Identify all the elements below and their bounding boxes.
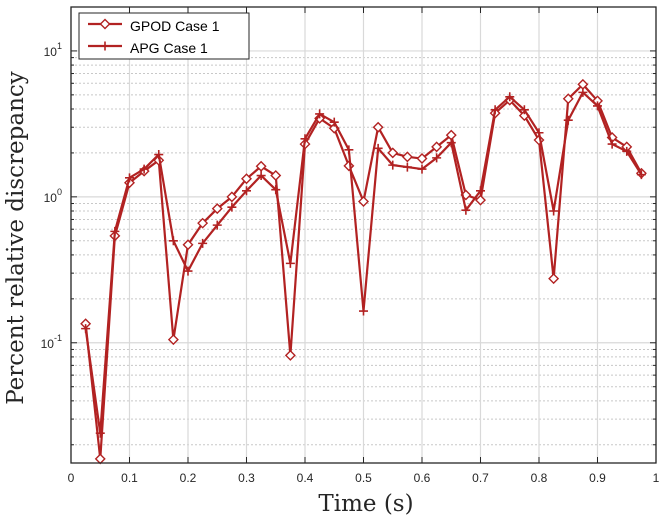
plus-marker: [505, 92, 515, 102]
diamond-marker: [475, 194, 486, 206]
plus-marker: [81, 324, 91, 334]
x-tick-label: 0: [68, 471, 75, 485]
diamond-marker: [401, 151, 413, 163]
plus-marker: [300, 134, 310, 144]
diamond-marker: [284, 349, 296, 361]
plus-marker: [242, 186, 251, 196]
plus-marker: [490, 105, 500, 115]
diamond-marker: [197, 217, 209, 229]
plus-marker: [549, 206, 559, 216]
legend-entry-gpod: [88, 18, 122, 30]
plus-marker: [519, 105, 529, 115]
plus-marker: [417, 164, 427, 174]
plus-marker: [476, 186, 485, 196]
x-tick-label: 0.8: [531, 471, 548, 485]
legend-box: [78, 12, 250, 60]
plus-marker: [359, 306, 368, 316]
plus-marker: [183, 266, 193, 276]
plus-marker: [593, 101, 602, 111]
plus-marker: [256, 171, 266, 181]
x-tick-label: 0.2: [180, 471, 197, 485]
plus-marker: [315, 109, 325, 119]
plus-marker: [110, 226, 120, 236]
plus-marker: [432, 153, 442, 163]
plus-marker: [212, 220, 222, 230]
plus-marker: [534, 128, 544, 138]
plus-marker: [402, 162, 412, 172]
plus-marker: [285, 258, 295, 268]
diamond-marker: [211, 203, 223, 215]
plus-marker: [563, 115, 573, 125]
plus-marker: [95, 428, 105, 438]
plus-marker: [100, 41, 110, 51]
series-apg: [81, 87, 646, 438]
diamond-marker: [241, 173, 252, 185]
diamond-marker: [226, 191, 238, 203]
x-tick-label: 0.4: [297, 471, 314, 485]
diamond-marker: [387, 147, 399, 159]
x-tick-label: 0.3: [238, 471, 255, 485]
diamond-marker: [99, 18, 111, 30]
plus-marker: [388, 160, 398, 170]
plus-marker: [168, 236, 178, 246]
y-tick-label: 100: [44, 187, 62, 205]
diamond-marker: [182, 239, 194, 251]
plus-marker: [578, 87, 588, 97]
diamond-marker: [548, 273, 560, 285]
diamond-marker: [358, 195, 369, 207]
plus-marker: [198, 238, 208, 248]
plus-marker: [344, 145, 354, 155]
legend-entry-apg: [88, 41, 122, 51]
x-tick-label: 1: [653, 471, 660, 485]
x-tick-label: 0.9: [589, 471, 606, 485]
y-tick-label: 10-1: [41, 333, 62, 351]
plus-marker: [227, 202, 237, 212]
x-tick-label: 0.1: [121, 471, 138, 485]
y-axis-title: Percent relative discrepancy: [3, 71, 29, 405]
plus-marker: [446, 138, 456, 148]
y-tick-label: 101: [44, 41, 62, 59]
plus-marker: [139, 164, 149, 174]
legend-label-apg: APG Case 1: [130, 40, 208, 56]
diamond-marker: [270, 170, 282, 182]
diamond-marker: [167, 334, 179, 346]
legend-label-gpod: GPOD Case 1: [130, 18, 220, 34]
diamond-marker: [255, 160, 267, 172]
x-tick-label: 0.5: [355, 471, 372, 485]
diamond-marker: [431, 141, 443, 153]
x-axis-title: Time (s): [318, 491, 413, 517]
x-tick-label: 0.6: [414, 471, 431, 485]
plus-marker: [154, 150, 164, 160]
plus-marker: [636, 170, 646, 180]
plus-marker: [607, 139, 617, 149]
plus-marker: [373, 143, 383, 153]
plus-marker: [271, 185, 281, 195]
legend: GPOD Case 1 APG Case 1: [78, 12, 250, 60]
diamond-marker: [372, 121, 384, 133]
axes: 0 0.1 0.2 0.3 0.4 0.5 0.6 0.7 0.8 0.9 1 10-1 100 101: [41, 6, 660, 485]
plus-marker: [622, 146, 632, 156]
plus-marker: [461, 205, 471, 215]
x-tick-label: 0.7: [472, 471, 489, 485]
diamond-marker: [562, 93, 574, 105]
diamond-marker: [416, 153, 428, 165]
plus-marker: [125, 173, 134, 183]
plus-marker: [329, 117, 339, 127]
